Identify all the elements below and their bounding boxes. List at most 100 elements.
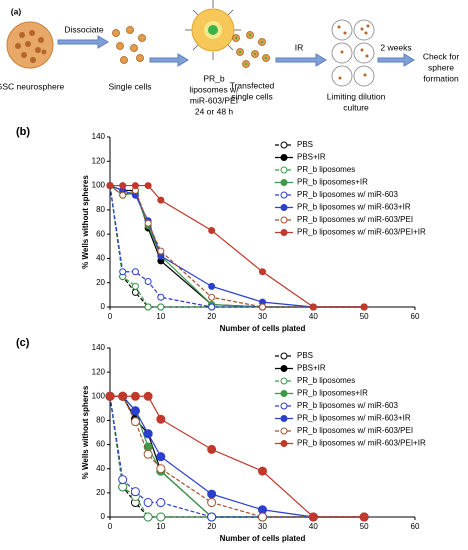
data-point [156, 464, 166, 474]
data-point [130, 406, 140, 416]
x-tick-label: 60 [411, 522, 420, 531]
well-cells [337, 24, 370, 80]
y-tick-label: 120 [92, 367, 106, 376]
y-tick-label: 140 [92, 343, 106, 352]
legend-label: PR_b liposomes w/ miR-603/PEI+IR [297, 228, 426, 237]
series-line [109, 185, 365, 308]
legend-marker [280, 377, 288, 385]
legend-label: PR_b liposomes [297, 376, 355, 385]
x-tick-label: 50 [360, 312, 369, 321]
data-point [156, 512, 166, 522]
data-point [118, 475, 128, 485]
data-point [144, 278, 152, 285]
data-point [156, 452, 166, 462]
y-tick-label: 60 [96, 229, 105, 238]
data-point [157, 293, 165, 301]
legend-label: PR_b liposomes [297, 165, 355, 174]
legend-marker [280, 191, 288, 199]
data-point [207, 444, 217, 454]
arrow [57, 35, 109, 49]
step-label: PR_b [203, 73, 225, 83]
data-point [359, 512, 369, 522]
data-point [143, 498, 153, 508]
legend-label: PR_b liposomes w/ miR-603 [297, 190, 398, 199]
data-point [131, 288, 139, 296]
x-axis-label: Number of cells plated [220, 534, 306, 543]
arrow-label: 2 weeks [380, 42, 411, 52]
legend-marker [280, 166, 288, 174]
legend-label: PBS+IR [297, 153, 326, 162]
legend-marker [280, 154, 288, 161]
arrow-label: Dissociate [64, 24, 103, 34]
data-point [309, 303, 317, 311]
data-point [157, 303, 165, 311]
panel-label: (a) [11, 6, 22, 16]
data-point [143, 512, 153, 522]
step-label: miR-603/PEI [190, 95, 238, 105]
data-point [207, 489, 217, 499]
y-tick-label: 40 [96, 464, 105, 473]
y-tick-label: 100 [92, 181, 106, 190]
y-tick-label: 120 [92, 156, 106, 165]
data-point [130, 487, 140, 497]
legend-label: PR_b liposomes+IR [297, 178, 368, 187]
data-point [130, 417, 140, 427]
y-tick-label: 100 [92, 391, 106, 400]
y-axis-label: % Wells without spheres [81, 385, 90, 479]
legend-marker [280, 229, 288, 236]
data-point [143, 391, 153, 401]
step-label: Single cells [109, 81, 152, 91]
step-label: single cells [231, 91, 273, 101]
x-tick-label: 50 [360, 522, 369, 531]
y-tick-label: 20 [96, 488, 105, 497]
series-line [109, 396, 365, 518]
legend-marker [280, 179, 288, 186]
data-point [360, 303, 368, 311]
x-tick-label: 30 [258, 312, 267, 321]
data-point [144, 303, 152, 311]
data-point [118, 391, 128, 401]
legend-label: PR_b liposomes w/ miR-603/PEI [297, 215, 413, 224]
data-point [259, 268, 266, 276]
data-point [144, 219, 152, 227]
step-label: formation [423, 73, 459, 83]
neurosphere-cells [15, 30, 47, 63]
x-tick-label: 20 [207, 312, 216, 321]
x-tick-label: 30 [258, 522, 267, 531]
legend-label: PBS [297, 351, 313, 360]
legend-label: PBS [297, 140, 313, 149]
data-point [259, 303, 266, 311]
x-tick-label: 0 [108, 522, 113, 531]
step-label: sphere [428, 62, 454, 72]
data-point [308, 512, 318, 522]
data-point [258, 466, 267, 476]
legend-marker [280, 216, 288, 224]
data-point [156, 414, 166, 424]
data-point [258, 512, 267, 522]
legend-marker [280, 415, 288, 422]
legend-marker [280, 440, 288, 447]
y-tick-label: 20 [96, 278, 105, 287]
y-tick-label: 80 [96, 205, 105, 214]
data-point [131, 282, 139, 290]
data-point [143, 429, 153, 439]
data-point [207, 498, 217, 508]
legend-marker [280, 352, 288, 360]
step-label: Transfected [230, 80, 275, 90]
arrow [275, 53, 327, 67]
legend-marker [280, 427, 288, 435]
wells [331, 19, 375, 87]
y-tick-label: 0 [101, 302, 106, 311]
data-point [157, 196, 165, 204]
step-label: Limiting dilution [327, 91, 386, 101]
data-point [208, 227, 216, 234]
workflow: (a) GSC neurosphere Dissociate Single ce… [0, 0, 459, 116]
step-label: Check for [423, 51, 460, 61]
x-tick-label: 10 [156, 522, 165, 531]
data-point [131, 268, 139, 276]
y-tick-label: 0 [101, 512, 106, 521]
data-point [144, 182, 152, 190]
y-tick-label: 140 [92, 132, 106, 141]
y-axis-label: % Wells without spheres [81, 175, 90, 269]
